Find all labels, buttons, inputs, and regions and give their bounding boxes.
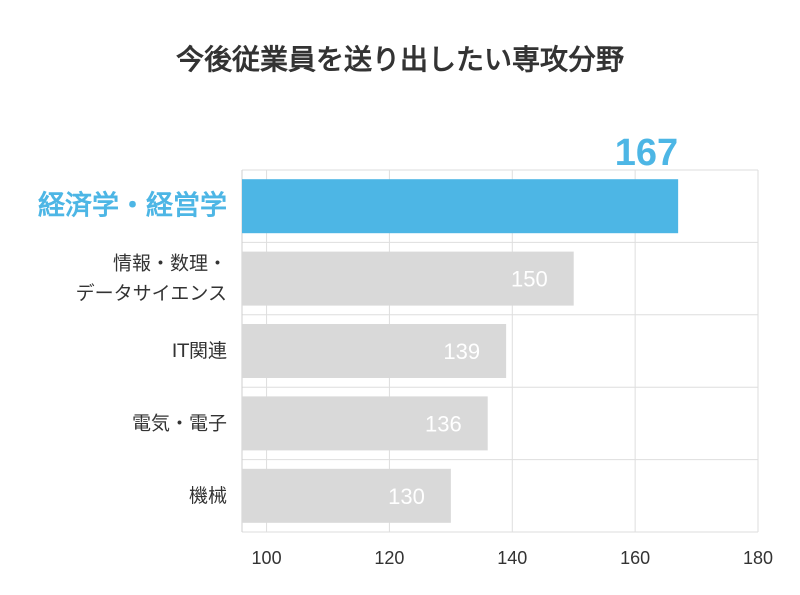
value-label: 136 bbox=[425, 411, 462, 436]
chart-title: 今後従業員を送り出したい専攻分野 bbox=[175, 43, 624, 76]
x-tick-label: 180 bbox=[743, 548, 773, 568]
x-tick-label: 160 bbox=[620, 548, 650, 568]
x-tick-label: 100 bbox=[252, 548, 282, 568]
value-label-highlight: 167 bbox=[615, 132, 678, 174]
bar-highlight bbox=[242, 179, 679, 234]
value-label: 150 bbox=[511, 267, 548, 292]
category-label: 機械 bbox=[189, 485, 227, 507]
category-label: IT関連 bbox=[172, 340, 227, 362]
bar bbox=[242, 396, 488, 451]
x-tick-label: 120 bbox=[374, 548, 404, 568]
x-tick-label: 140 bbox=[497, 548, 527, 568]
category-label: 情報・数理・ bbox=[113, 253, 227, 275]
category-label-highlight: 経済学・経営学 bbox=[38, 190, 227, 222]
category-label: 電気・電子 bbox=[132, 412, 227, 434]
value-label: 139 bbox=[443, 339, 480, 364]
bar bbox=[242, 324, 507, 378]
category-label: データサイエンス bbox=[76, 283, 227, 305]
bar bbox=[242, 251, 574, 306]
bar bbox=[242, 468, 451, 523]
value-label: 130 bbox=[388, 484, 425, 509]
